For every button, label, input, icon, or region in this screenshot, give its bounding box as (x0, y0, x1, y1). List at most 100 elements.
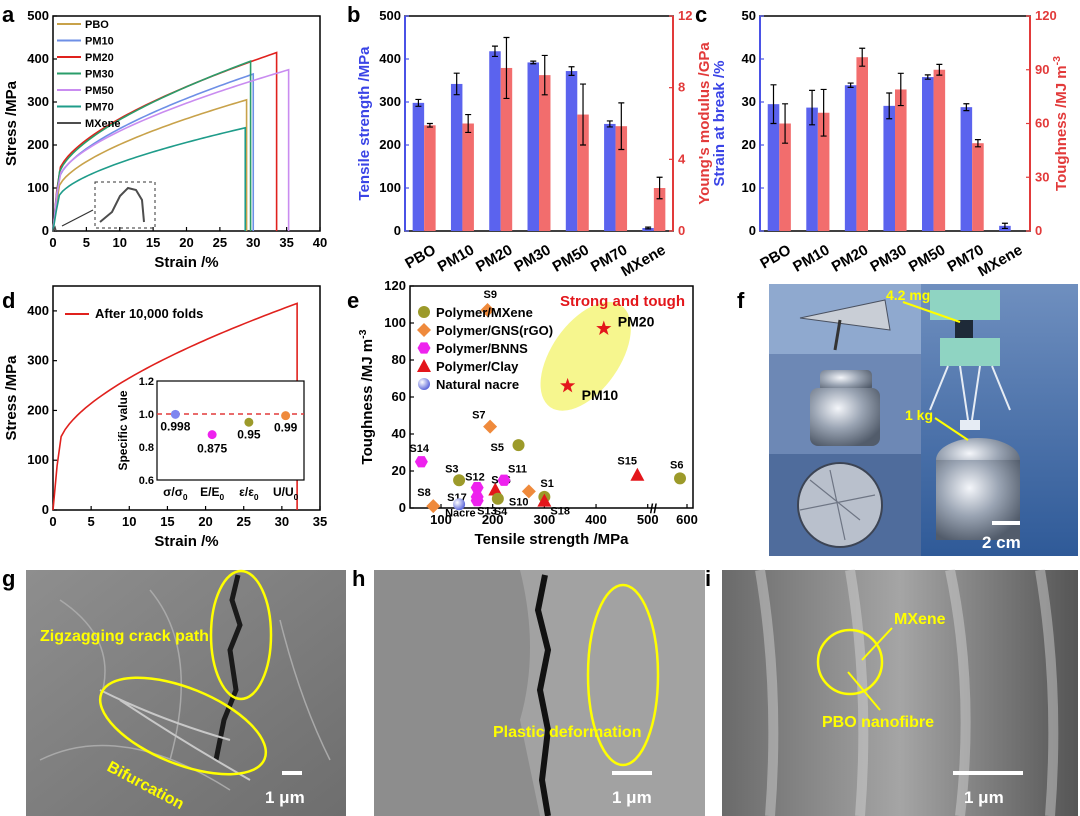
chart-c-errorbar-right (782, 103, 789, 144)
chart-b-ytick-label: 200 (379, 137, 401, 152)
chart-d-xtick-label: 35 (313, 514, 327, 529)
chart-c-y2tick-label: 0 (1035, 223, 1042, 238)
chart-e-point (521, 484, 536, 499)
chart-b-category-label: PM20 (473, 241, 515, 275)
panel-label-a: a (2, 2, 15, 27)
chart-a-legend-label: MXene (85, 118, 120, 130)
chart-a-series-line (52, 126, 247, 232)
chart-a-ytick-label: 400 (27, 51, 49, 66)
hook-image (960, 420, 980, 430)
chart-b-ytick-label: 100 (379, 180, 401, 195)
panel-label-g: g (2, 566, 15, 591)
chart-b-errorbar-left (415, 98, 422, 107)
chart-a-legend-label: PM50 (85, 85, 114, 97)
chart-a-xtick-label: 5 (83, 235, 90, 250)
chart-e-ytick-label: 0 (399, 500, 406, 515)
steel-weight-image (810, 388, 880, 446)
chart-c-errorbar-left (847, 82, 854, 88)
chart-c-category-label: PM50 (906, 241, 948, 275)
chart-e-legend-marker (417, 359, 431, 372)
chart-e-point-label: S15 (617, 456, 637, 468)
chart-e-xtick-label: 600 (676, 512, 698, 527)
clip-bottom-image (940, 338, 1000, 366)
chart-c-bar-left (883, 105, 895, 231)
chart-b-bar-left (565, 71, 578, 231)
chart-e-point-label: S11 (508, 463, 527, 475)
chart-e-point (630, 467, 645, 481)
chart-c-errorbar-right (974, 139, 981, 148)
chart-b-y2tick-label: 12 (678, 8, 692, 23)
chart-a-xtick-label: 30 (246, 235, 260, 250)
chart-a-xtick-label: 15 (146, 235, 160, 250)
chart-e-point (470, 494, 484, 507)
film-mass-label: 4.2 mg (886, 287, 930, 303)
inset-value-label: 0.95 (237, 427, 261, 441)
chart-e-legend-marker (418, 378, 430, 390)
inset-point (207, 430, 217, 440)
chart-b-errorbar-left (645, 226, 652, 230)
chart-e-point-label: S14 (409, 443, 429, 455)
chart-c-errorbar-right (859, 47, 866, 67)
chart-c-bar-left (767, 104, 780, 231)
chart-b-bar-left (489, 51, 501, 232)
chart-e-axis-break: // (650, 501, 658, 516)
chart-c-category-label: PM10 (790, 241, 832, 275)
chart-e-point (453, 474, 466, 487)
hanging-weight-image (936, 460, 1020, 540)
inset-point (170, 409, 180, 419)
chart-e-point-label: S5 (491, 442, 504, 454)
chart-c-strain-toughness: 0 10 20 30 40 50 0 30 60 90 120 PBOPM10PM20PM30PM50… (711, 8, 1070, 280)
chart-c-errorbar-left (963, 103, 970, 112)
chart-d-xtick-label: 30 (275, 514, 289, 529)
chart-c-ytick-label: 30 (742, 94, 756, 109)
chart-a-series-line (52, 59, 252, 232)
chart-e-legend-label: Polymer/Clay (436, 359, 519, 374)
chart-e-legend-label: Polymer/BNNS (436, 341, 528, 356)
chart-c-errorbar-right (936, 63, 943, 76)
sem-h-scale-label: 1 μm (612, 788, 652, 807)
chart-a-xtick-label: 40 (313, 235, 327, 250)
chart-a-ytick-label: 300 (27, 94, 49, 109)
chart-a-series-line (52, 72, 255, 232)
sem-h-crack (534, 574, 552, 816)
weight-knob-image (820, 370, 872, 392)
chart-a-ylabel: Stress /MPa (3, 80, 20, 166)
chart-e-xtick-label: 400 (585, 512, 607, 527)
chart-b-category-label: PM10 (435, 241, 477, 275)
chart-b-errorbar-right (426, 122, 433, 128)
chart-c-y2tick-label: 120 (1035, 8, 1057, 23)
panel-label-c: c (695, 2, 707, 27)
chart-a-xtick-label: 25 (213, 235, 227, 250)
chart-e-ytick-label: 80 (392, 352, 406, 367)
chart-b-ytick-label: 500 (379, 8, 401, 23)
chart-b-ylabel: Tensile strength /MPa (356, 46, 373, 201)
chart-d-ytick-label: 300 (27, 353, 49, 368)
chart-b-category-label: PM50 (550, 241, 592, 275)
chart-d-ytick-label: 400 (27, 303, 49, 318)
chart-b-category-label: MXene (618, 241, 668, 280)
chart-e-ytick-label: 60 (392, 389, 406, 404)
chart-b-y2tick-label: 4 (678, 151, 686, 166)
chart-c-errorbar-right (820, 88, 827, 137)
chart-b-y2label: Young's modulus /GPa (696, 42, 713, 205)
chart-e-point-label: S3 (445, 463, 458, 475)
chart-b-bar-left (642, 227, 654, 231)
sem-panel-i: MXene PBO nanofibre 1 μm (722, 568, 1078, 816)
chart-e-annotation: Strong and tough (560, 293, 685, 310)
chart-d-legend-label: After 10,000 folds (95, 306, 203, 321)
chart-e-xtick-label: 100 (430, 512, 452, 527)
chart-e-point (488, 482, 503, 496)
sem-panel-g: Zigzagging crack path Bifurcation 1 μm (26, 569, 346, 816)
chart-d-xtick-label: 20 (198, 514, 212, 529)
chart-e-legend-label: Natural nacre (436, 377, 519, 392)
chart-e-point (596, 320, 612, 336)
chart-b-ytick-label: 300 (379, 94, 401, 109)
chart-b-errorbar-right (618, 102, 625, 151)
sem-panel-h: Plastic deformation 1 μm (374, 570, 705, 816)
pbo-annotation: PBO nanofibre (822, 714, 934, 731)
chart-c-category-label: PM20 (829, 241, 871, 275)
inset-frame (156, 380, 305, 481)
chart-d-xtick-label: 25 (236, 514, 250, 529)
